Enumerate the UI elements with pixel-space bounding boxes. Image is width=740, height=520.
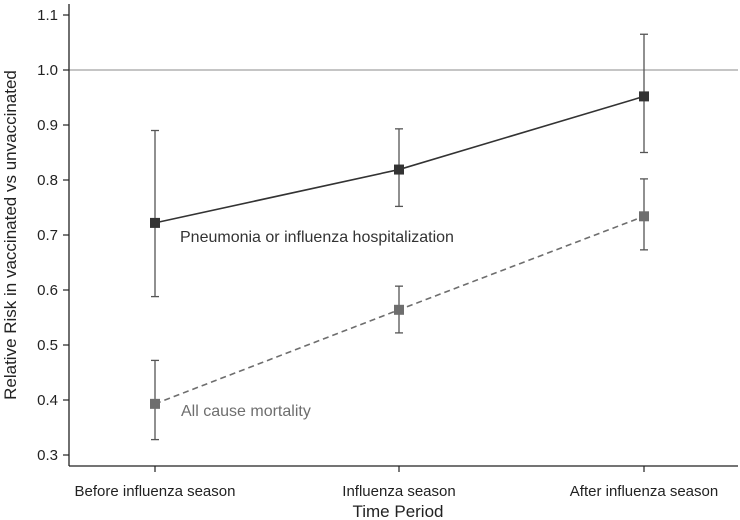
error-bar bbox=[151, 129, 159, 298]
x-tick-label: Influenza season bbox=[342, 483, 455, 500]
series-label-pneumonia-hospitalization: Pneumonia or influenza hospitalization bbox=[180, 229, 454, 246]
y-tick-label: 1.0 bbox=[37, 62, 58, 79]
y-tick-label: 1.1 bbox=[37, 7, 58, 24]
series-label-all-cause-mortality: All cause mortality bbox=[181, 403, 311, 420]
series-layer bbox=[150, 33, 649, 441]
x-axis-title: Time Period bbox=[352, 502, 443, 520]
data-point-marker bbox=[394, 304, 404, 315]
series-0 bbox=[150, 33, 649, 298]
data-point-marker bbox=[639, 91, 649, 102]
y-tick-label: 0.6 bbox=[37, 282, 58, 299]
y-ticks: 0.3 0.4 0.5 0.6 0.7 0.8 0.9 1.0 1.1 bbox=[37, 7, 69, 464]
y-axis-title: Relative Risk in vaccinated vs unvaccina… bbox=[1, 70, 20, 400]
data-point-marker bbox=[639, 211, 649, 222]
y-tick-label: 0.8 bbox=[37, 172, 58, 189]
data-point-marker bbox=[150, 398, 160, 409]
data-point-marker bbox=[150, 217, 160, 228]
y-tick-label: 0.3 bbox=[37, 447, 58, 464]
y-tick-label: 0.4 bbox=[37, 392, 58, 409]
series-1 bbox=[150, 178, 649, 441]
x-tick-label: After influenza season bbox=[570, 483, 718, 500]
data-point-marker bbox=[394, 164, 404, 175]
x-tick-label: Before influenza season bbox=[75, 483, 236, 500]
x-ticks: Before influenza season Influenza season A… bbox=[75, 466, 718, 500]
y-tick-label: 0.7 bbox=[37, 227, 58, 244]
y-tick-label: 0.5 bbox=[37, 337, 58, 354]
y-tick-label: 0.9 bbox=[37, 117, 58, 134]
